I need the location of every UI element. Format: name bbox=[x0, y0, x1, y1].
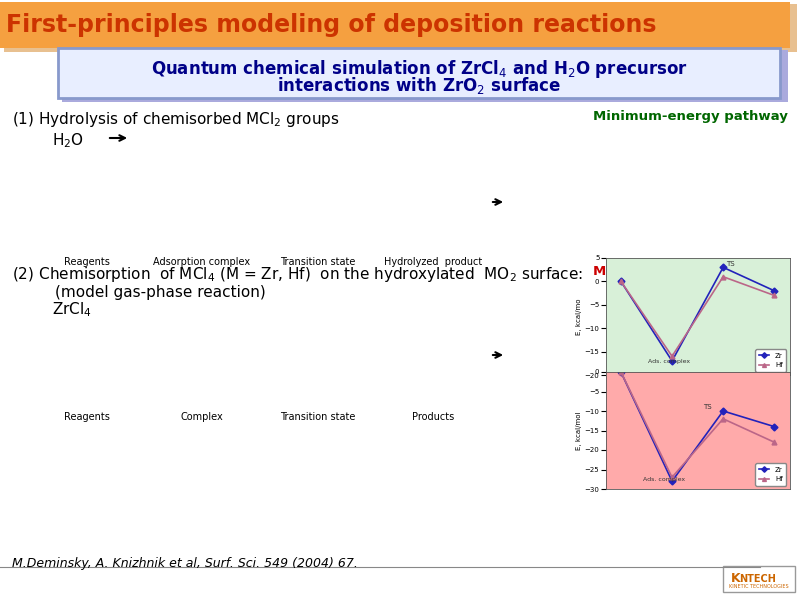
Line: Hf: Hf bbox=[618, 370, 777, 480]
Bar bbox=[265, 145, 370, 245]
Text: Minimum-energy pathway: Minimum-energy pathway bbox=[593, 265, 787, 278]
Text: Quantum chemical simulation of ZrCl$_4$ and H$_2$O precursor: Quantum chemical simulation of ZrCl$_4$ … bbox=[150, 58, 687, 80]
Hf bbox=[667, 474, 677, 481]
Hf bbox=[667, 353, 677, 360]
Text: Hydrolyzed  product: Hydrolyzed product bbox=[384, 257, 482, 267]
Zr bbox=[667, 358, 677, 365]
Bar bbox=[0, 2, 790, 48]
Bar bbox=[4, 4, 797, 52]
Hf bbox=[718, 415, 728, 422]
Bar bbox=[380, 145, 485, 245]
Text: (2) Chemisorption  of MCl$_4$ (M = Zr, Hf)  on the hydroxylated  MO$_2$ surface:: (2) Chemisorption of MCl$_4$ (M = Zr, Hf… bbox=[12, 265, 583, 284]
Text: H$_2$O: H$_2$O bbox=[52, 131, 84, 149]
Text: interactions with ZrO$_2$ surface: interactions with ZrO$_2$ surface bbox=[277, 76, 561, 97]
Text: Products: Products bbox=[412, 412, 454, 422]
Line: Hf: Hf bbox=[618, 274, 777, 359]
Text: K: K bbox=[731, 572, 741, 586]
Zr bbox=[718, 407, 728, 415]
Text: Transition state: Transition state bbox=[280, 412, 356, 422]
Hf bbox=[770, 292, 779, 299]
Text: KINETIC TECHNOLOGIES: KINETIC TECHNOLOGIES bbox=[729, 583, 789, 589]
Zr bbox=[718, 264, 728, 271]
Bar bbox=[150, 145, 255, 245]
Text: Reagents: Reagents bbox=[64, 257, 110, 267]
Bar bbox=[62, 50, 788, 102]
Line: Zr: Zr bbox=[618, 370, 777, 484]
Bar bbox=[723, 566, 795, 592]
Zr bbox=[770, 287, 779, 295]
Text: Transition state: Transition state bbox=[280, 257, 356, 267]
Hf bbox=[616, 368, 626, 376]
Bar bbox=[35, 145, 140, 245]
Text: NTECH: NTECH bbox=[739, 574, 776, 584]
Text: ZrCl$_4$: ZrCl$_4$ bbox=[52, 300, 92, 319]
Hf bbox=[770, 439, 779, 446]
Zr bbox=[770, 423, 779, 430]
Hf bbox=[616, 278, 626, 285]
Text: M.Deminsky, A. Knizhnik et al, Surf. Sci. 549 (2004) 67.: M.Deminsky, A. Knizhnik et al, Surf. Sci… bbox=[12, 557, 358, 570]
Zr bbox=[616, 278, 626, 285]
Text: Reagents: Reagents bbox=[64, 412, 110, 422]
Zr bbox=[616, 368, 626, 376]
Text: Ads. complex: Ads. complex bbox=[649, 359, 690, 364]
Text: Ads. complex: Ads. complex bbox=[643, 477, 686, 482]
Hf bbox=[718, 273, 728, 280]
Zr bbox=[667, 478, 677, 485]
Text: Minimum-energy pathway: Minimum-energy pathway bbox=[593, 110, 787, 123]
Text: (model gas-phase reaction): (model gas-phase reaction) bbox=[55, 285, 266, 300]
Text: Adsorption complex: Adsorption complex bbox=[154, 257, 250, 267]
Text: TS: TS bbox=[726, 262, 734, 268]
Legend: Zr, Hf: Zr, Hf bbox=[755, 463, 786, 485]
Bar bbox=[58, 48, 780, 98]
Text: (1) Hydrolysis of chemisorbed MCl$_2$ groups: (1) Hydrolysis of chemisorbed MCl$_2$ gr… bbox=[12, 110, 340, 129]
Y-axis label: E, kcal/mol: E, kcal/mol bbox=[576, 411, 582, 450]
Text: Complex: Complex bbox=[181, 412, 223, 422]
Legend: Zr, Hf: Zr, Hf bbox=[755, 349, 786, 371]
Y-axis label: E, kcal/mo: E, kcal/mo bbox=[576, 298, 582, 335]
Line: Zr: Zr bbox=[618, 265, 777, 364]
Text: TS: TS bbox=[702, 404, 711, 410]
Text: First-principles modeling of deposition reactions: First-principles modeling of deposition … bbox=[6, 13, 657, 37]
